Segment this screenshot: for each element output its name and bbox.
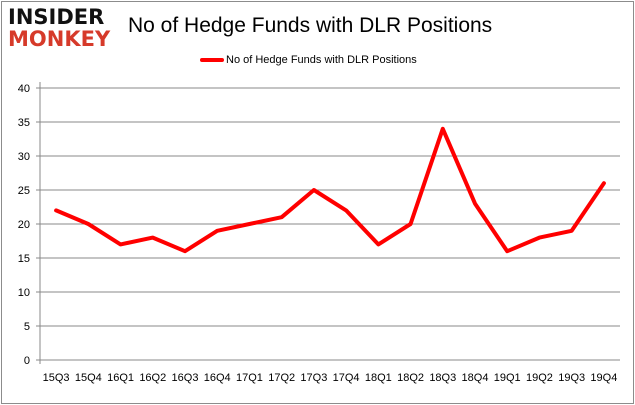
- logo-line1: INSIDER: [8, 5, 105, 29]
- legend: No of Hedge Funds with DLR Positions: [200, 54, 417, 66]
- y-tick-label: 20: [18, 219, 30, 231]
- x-tick-label: 17Q3: [300, 372, 327, 384]
- chart-title: No of Hedge Funds with DLR Positions: [128, 14, 493, 37]
- y-tick-label: 40: [18, 83, 30, 95]
- legend-swatch: [200, 58, 224, 62]
- y-tick-label: 10: [18, 287, 30, 299]
- y-tick-label: 5: [24, 321, 30, 333]
- insider-monkey-logo: INSIDER MONKEY: [8, 6, 118, 54]
- x-tick-label: 19Q4: [590, 372, 617, 384]
- x-tick-label: 17Q4: [333, 372, 360, 384]
- y-tick-label: 25: [18, 185, 30, 197]
- x-tick-label: 16Q3: [172, 372, 199, 384]
- legend-label: No of Hedge Funds with DLR Positions: [226, 54, 417, 66]
- y-tick-label: 35: [18, 117, 30, 129]
- x-tick-label: 16Q4: [204, 372, 231, 384]
- x-tick-label: 19Q2: [526, 372, 553, 384]
- x-tick-label: 18Q2: [397, 372, 424, 384]
- x-tick-label: 17Q2: [268, 372, 295, 384]
- logo-line2: MONKEY: [8, 27, 111, 51]
- series-line: [54, 126, 606, 254]
- x-tick-label: 16Q1: [107, 372, 134, 384]
- y-tick-label: 30: [18, 151, 30, 163]
- x-tick-label: 18Q4: [462, 372, 489, 384]
- x-tick-label: 18Q1: [365, 372, 392, 384]
- x-tick-label: 15Q3: [43, 372, 70, 384]
- x-tick-label: 19Q3: [558, 372, 585, 384]
- x-tick-label: 16Q2: [139, 372, 166, 384]
- x-tick-label: 17Q1: [236, 372, 263, 384]
- x-tick-label: 19Q1: [494, 372, 521, 384]
- y-tick-label: 15: [18, 253, 30, 265]
- y-tick-label: 0: [24, 355, 30, 367]
- x-tick-label: 15Q4: [75, 372, 102, 384]
- x-tick-label: 18Q3: [429, 372, 456, 384]
